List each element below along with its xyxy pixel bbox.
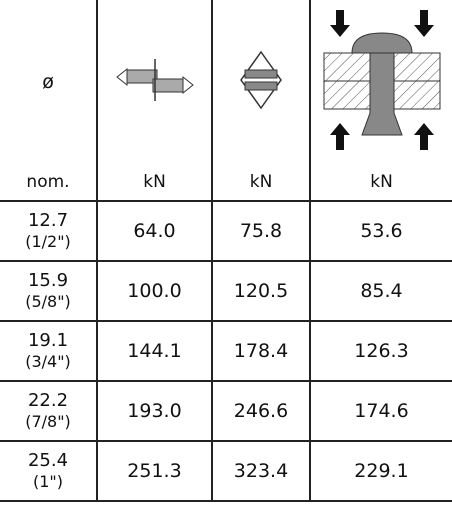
diameter-cell: 19.1(3/4") — [0, 321, 97, 381]
value-cell: 251.3 — [97, 441, 212, 501]
value-cell: 178.4 — [212, 321, 310, 381]
rivet-icon — [322, 5, 442, 155]
diameter: 15.9 — [0, 270, 96, 291]
diameter-cell: 12.7(1/2") — [0, 201, 97, 261]
value-cell: 126.3 — [310, 321, 452, 381]
diameter: 25.4 — [0, 450, 96, 471]
page: ø nom.kNkNkN 12.7(1/2")64.075.853.615. — [0, 0, 452, 506]
unit-cell: kN — [310, 164, 452, 201]
shear-icon-cell — [97, 0, 212, 164]
diameter: 22.2 — [0, 390, 96, 411]
diameter-cell: 15.9(5/8") — [0, 261, 97, 321]
symbol-cell: ø — [0, 0, 97, 164]
header-row: ø — [0, 0, 452, 164]
value-cell: 323.4 — [212, 441, 310, 501]
diameter-cell: 22.2(7/8") — [0, 381, 97, 441]
unit-cell: kN — [212, 164, 310, 201]
value-cell: 144.1 — [97, 321, 212, 381]
inch-size: (1/2") — [0, 231, 96, 252]
tension-icon — [239, 50, 283, 110]
tension-icon-cell — [212, 0, 310, 164]
table-body: ø nom.kNkNkN 12.7(1/2")64.075.853.615. — [0, 0, 452, 501]
inch-size: (7/8") — [0, 411, 96, 432]
value-cell: 246.6 — [212, 381, 310, 441]
rivet-icon-cell — [310, 0, 452, 164]
value-cell: 53.6 — [310, 201, 452, 261]
value-cell: 120.5 — [212, 261, 310, 321]
value-cell: 75.8 — [212, 201, 310, 261]
diameter-cell: 25.4(1") — [0, 441, 97, 501]
diameter: 19.1 — [0, 330, 96, 351]
shear-icon — [115, 55, 195, 105]
value-cell: 85.4 — [310, 261, 452, 321]
inch-size: (3/4") — [0, 351, 96, 372]
unit-cell: kN — [97, 164, 212, 201]
value-cell: 64.0 — [97, 201, 212, 261]
value-cell: 193.0 — [97, 381, 212, 441]
value-cell: 100.0 — [97, 261, 212, 321]
value-cell: 174.6 — [310, 381, 452, 441]
value-cell: 229.1 — [310, 441, 452, 501]
rivet-table: ø nom.kNkNkN 12.7(1/2")64.075.853.615. — [0, 0, 452, 502]
diameter: 12.7 — [0, 210, 96, 231]
inch-size: (5/8") — [0, 291, 96, 312]
unit-cell: nom. — [0, 164, 97, 201]
inch-size: (1") — [0, 471, 96, 492]
